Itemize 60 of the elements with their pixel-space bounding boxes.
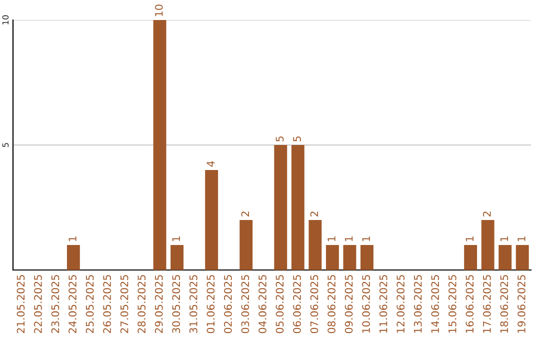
- data-label: 2: [482, 212, 491, 216]
- x-tick-label: 08.06.2025: [328, 275, 336, 334]
- bar: [274, 145, 288, 270]
- x-tick-label: 24.05.2025: [68, 275, 76, 334]
- data-label: 5: [276, 136, 284, 142]
- x-tick-label: 01.06.2025: [206, 275, 215, 334]
- x-tick-label: 23.05.2025: [51, 275, 60, 334]
- data-label: 1: [362, 236, 370, 242]
- bar: [308, 220, 322, 270]
- data-label: 2: [241, 212, 249, 216]
- bar: [498, 245, 512, 270]
- x-tick-label: 19.06.2025: [518, 275, 526, 333]
- data-label: 1: [466, 236, 474, 242]
- x-tick-label: 05.06.2025: [276, 275, 284, 334]
- x-tick-label: 29.05.2025: [154, 275, 163, 334]
- bar: [205, 170, 218, 270]
- x-tick-label: 18.06.2025: [500, 275, 508, 333]
- bar: [153, 20, 166, 270]
- x-tick-label: 06.06.2025: [293, 275, 301, 334]
- data-label: 1: [328, 236, 336, 242]
- bar: [291, 145, 304, 270]
- bar: [66, 245, 80, 270]
- data-label: 1: [344, 236, 353, 242]
- data-label: 2: [310, 212, 318, 216]
- x-tick-label: 25.05.2025: [86, 275, 94, 334]
- x-tick-label: 03.06.2025: [241, 275, 250, 334]
- x-tick-label: 22.05.2025: [34, 275, 42, 334]
- data-label: 1: [518, 236, 526, 242]
- data-label: 1: [172, 236, 180, 242]
- x-tick-label: 16.06.2025: [466, 275, 474, 333]
- x-tick-label: 21.05.2025: [16, 275, 25, 334]
- x-tick-label: 28.05.2025: [138, 275, 146, 334]
- bar: [360, 245, 374, 270]
- bar: [464, 245, 478, 270]
- data-label: 5: [293, 136, 301, 142]
- bar: [170, 245, 184, 270]
- x-tick-label: 27.05.2025: [120, 275, 128, 334]
- bar: [343, 245, 356, 270]
- data-label: 10: [154, 4, 163, 16]
- x-tick-label: 30.05.2025: [172, 275, 180, 334]
- x-tick-label: 12.06.2025: [396, 275, 405, 333]
- x-tick-label: 04.06.2025: [258, 275, 266, 334]
- x-tick-label: 10.06.2025: [362, 275, 370, 333]
- x-tick-label: 09.06.2025: [344, 275, 353, 334]
- x-tick-label: 26.05.2025: [103, 275, 111, 334]
- x-tick-label: 02.06.2025: [224, 275, 232, 334]
- x-tick-label: 17.06.2025: [482, 275, 491, 333]
- x-tick-label: 31.05.2025: [189, 275, 198, 334]
- x-tick-label: 14.06.2025: [431, 275, 440, 333]
- bar: [326, 245, 339, 270]
- x-tick-label: 11.06.2025: [379, 275, 388, 333]
- data-label: 4: [206, 161, 214, 167]
- bar: [516, 245, 529, 270]
- data-label: 1: [68, 236, 76, 242]
- x-tick-label: 15.06.2025: [448, 275, 456, 333]
- bar: [481, 220, 494, 270]
- x-tick-label: 13.06.2025: [414, 275, 422, 333]
- bar: [240, 220, 253, 270]
- x-tick-label: 07.06.2025: [310, 275, 318, 334]
- data-label: 1: [500, 236, 508, 242]
